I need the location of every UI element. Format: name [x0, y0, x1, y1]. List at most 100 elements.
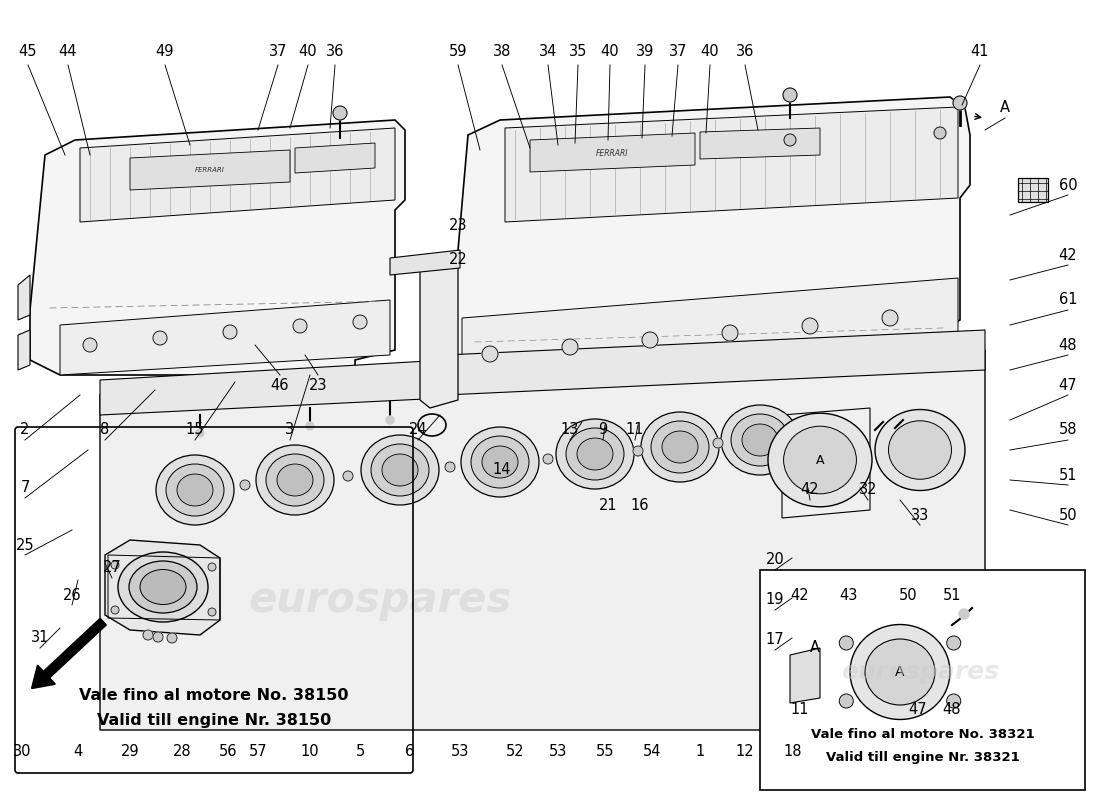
Circle shape [153, 632, 163, 642]
Circle shape [333, 106, 346, 120]
Ellipse shape [361, 435, 439, 505]
Text: 45: 45 [19, 45, 37, 59]
Text: 46: 46 [271, 378, 289, 393]
Text: 34: 34 [539, 45, 558, 59]
Text: 37: 37 [268, 45, 287, 59]
Ellipse shape [783, 426, 857, 494]
Text: 35: 35 [569, 45, 587, 59]
Text: 33: 33 [911, 507, 930, 522]
Text: 19: 19 [766, 593, 784, 607]
Text: 42: 42 [801, 482, 820, 498]
Text: 36: 36 [326, 45, 344, 59]
Polygon shape [30, 120, 405, 375]
Text: 44: 44 [58, 45, 77, 59]
Text: 61: 61 [1058, 293, 1077, 307]
Text: 26: 26 [63, 587, 81, 602]
Text: 14: 14 [493, 462, 512, 478]
Circle shape [722, 325, 738, 341]
Text: 47: 47 [909, 702, 927, 718]
Text: 28: 28 [173, 745, 191, 759]
Ellipse shape [277, 464, 313, 496]
Text: 6: 6 [406, 745, 415, 759]
Text: 54: 54 [642, 745, 661, 759]
Text: 27: 27 [102, 561, 121, 575]
Text: A: A [810, 641, 820, 655]
Circle shape [111, 561, 119, 569]
Polygon shape [60, 300, 390, 375]
Polygon shape [530, 133, 695, 172]
Circle shape [143, 630, 153, 640]
Polygon shape [420, 255, 458, 408]
Ellipse shape [641, 412, 719, 482]
Circle shape [240, 480, 250, 490]
Circle shape [947, 694, 960, 708]
Text: 11: 11 [626, 422, 645, 438]
Circle shape [784, 134, 796, 146]
Circle shape [82, 338, 97, 352]
Text: 8: 8 [100, 422, 110, 438]
Text: 39: 39 [636, 45, 654, 59]
Text: A: A [1000, 101, 1010, 115]
Text: 10: 10 [300, 745, 319, 759]
Polygon shape [18, 330, 30, 370]
Text: 48: 48 [943, 702, 961, 718]
Circle shape [343, 471, 353, 481]
Circle shape [783, 88, 798, 102]
Polygon shape [700, 128, 820, 159]
Text: 24: 24 [409, 422, 427, 438]
Text: 51: 51 [943, 587, 961, 602]
Text: 15: 15 [186, 422, 205, 438]
Ellipse shape [662, 431, 698, 463]
Text: 43: 43 [839, 587, 857, 602]
Text: 31: 31 [31, 630, 50, 646]
Circle shape [111, 606, 119, 614]
Polygon shape [18, 275, 30, 320]
Text: 42: 42 [1058, 247, 1077, 262]
Text: 12: 12 [736, 745, 755, 759]
Text: 40: 40 [299, 45, 317, 59]
Text: 3: 3 [285, 422, 295, 438]
Ellipse shape [118, 552, 208, 622]
Text: 18: 18 [783, 745, 802, 759]
Text: 21: 21 [598, 498, 617, 513]
Text: 50: 50 [899, 587, 917, 602]
Text: 23: 23 [309, 378, 328, 393]
Polygon shape [130, 150, 290, 190]
Ellipse shape [461, 427, 539, 497]
Text: FERRARI: FERRARI [596, 149, 628, 158]
Text: 58: 58 [1058, 422, 1077, 438]
Ellipse shape [371, 444, 429, 496]
Text: 55: 55 [596, 745, 614, 759]
Circle shape [482, 346, 498, 362]
Circle shape [208, 563, 216, 571]
Ellipse shape [651, 421, 710, 473]
Circle shape [959, 609, 969, 619]
Polygon shape [104, 540, 220, 635]
Circle shape [353, 315, 367, 329]
Text: 47: 47 [1058, 378, 1077, 393]
Text: 20: 20 [766, 553, 784, 567]
Text: eurospares: eurospares [249, 579, 512, 621]
Polygon shape [440, 258, 455, 295]
Text: 41: 41 [970, 45, 989, 59]
Text: 22: 22 [449, 253, 468, 267]
Text: 23: 23 [449, 218, 468, 233]
Ellipse shape [850, 625, 950, 719]
Ellipse shape [874, 410, 965, 490]
Ellipse shape [742, 424, 778, 456]
Polygon shape [1018, 178, 1048, 202]
Ellipse shape [732, 414, 789, 466]
Text: 9: 9 [598, 422, 607, 438]
Polygon shape [455, 97, 970, 380]
Circle shape [446, 462, 455, 472]
Text: eurospares: eurospares [840, 660, 999, 684]
Polygon shape [390, 250, 460, 275]
Text: 51: 51 [1058, 467, 1077, 482]
Ellipse shape [768, 413, 872, 507]
Circle shape [196, 429, 204, 437]
Ellipse shape [566, 428, 624, 480]
Circle shape [293, 319, 307, 333]
Circle shape [208, 608, 216, 616]
Text: 50: 50 [1058, 507, 1077, 522]
Text: 25: 25 [15, 538, 34, 553]
